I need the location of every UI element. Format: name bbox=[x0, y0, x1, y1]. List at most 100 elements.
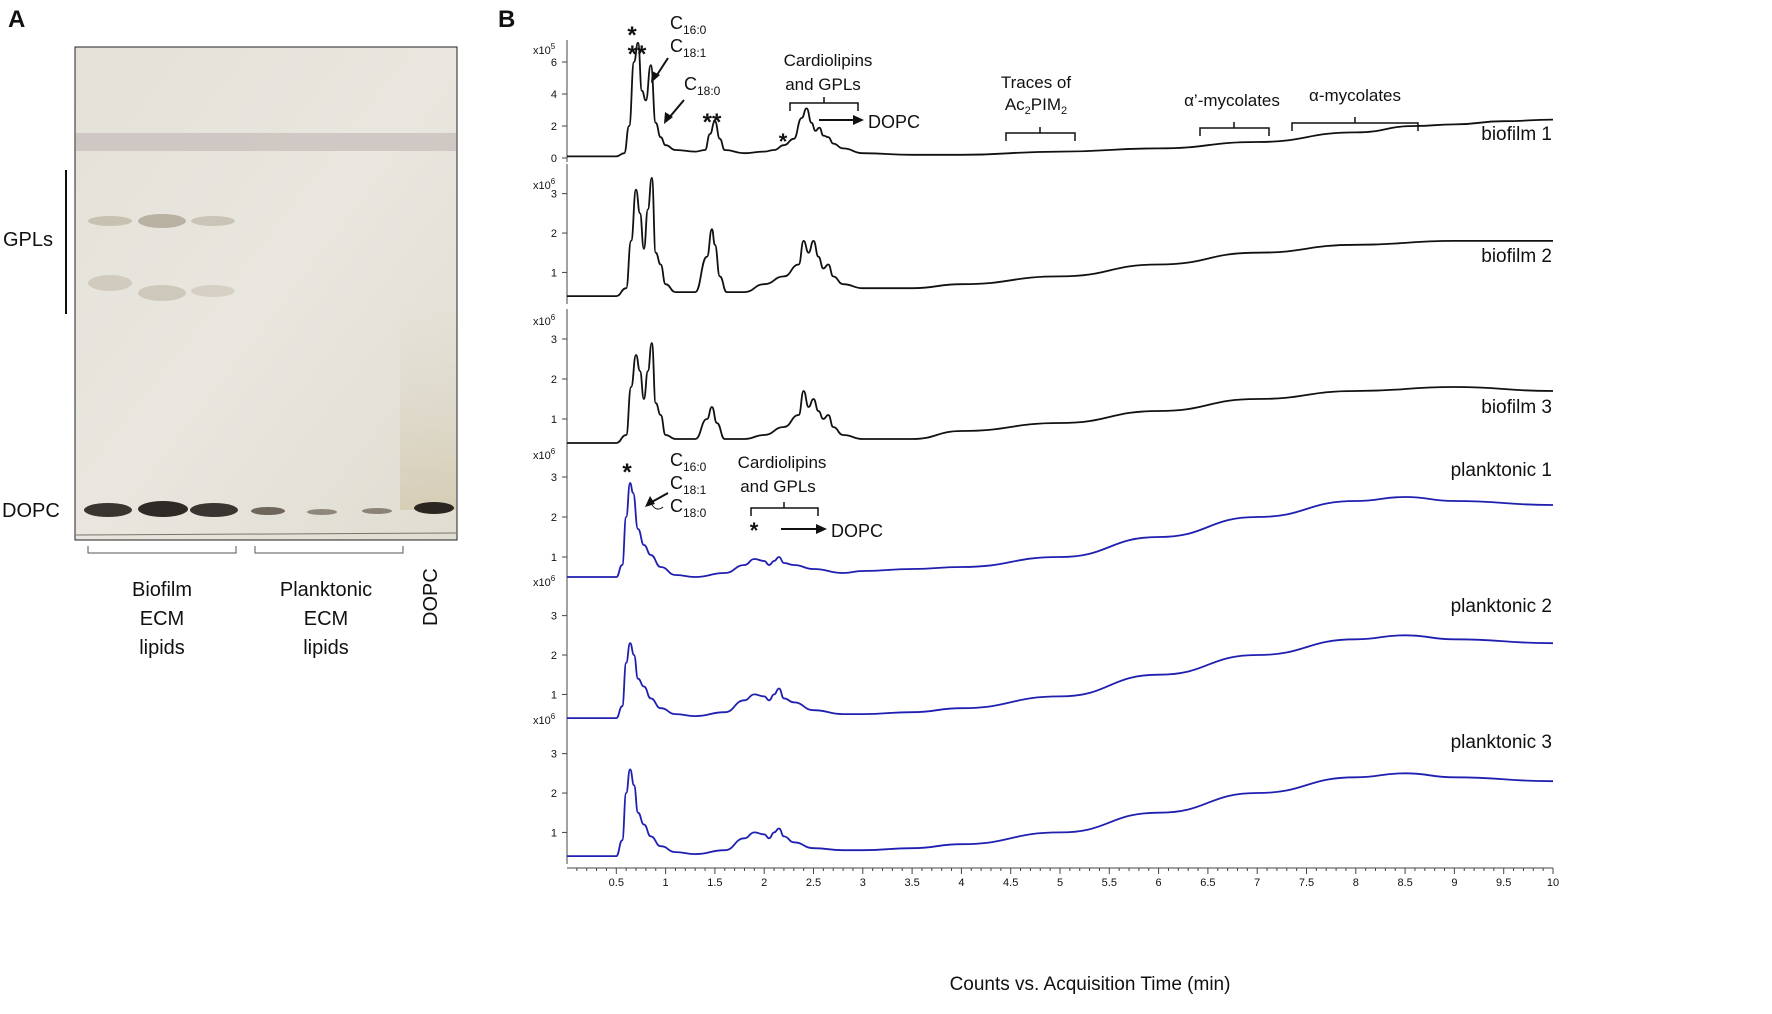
x-tick-label: 2.5 bbox=[806, 877, 821, 889]
y-tick-label: 2 bbox=[551, 374, 557, 386]
dopc-peak-label: DOPC bbox=[831, 521, 883, 541]
planktonic1-annotations: * * C16:0 C18:1 C18:0 Cardiolipins and G… bbox=[622, 450, 883, 543]
x-tick-label: 5 bbox=[1057, 877, 1063, 889]
gpl-spot bbox=[191, 216, 235, 226]
dopc-spot bbox=[190, 503, 238, 517]
gpl-spot bbox=[138, 285, 186, 301]
solvent-front bbox=[76, 133, 456, 151]
y-tick-label: 3 bbox=[551, 749, 557, 761]
y-tick-label: 2 bbox=[551, 512, 557, 524]
x-tick-label: 4.5 bbox=[1003, 877, 1018, 889]
series-line bbox=[567, 634, 1554, 720]
series-line bbox=[566, 177, 1553, 297]
lane-label-line: Biofilm bbox=[131, 579, 192, 601]
trace-panel: 1 2 3 x106 planktonic 1 bbox=[533, 447, 1554, 589]
trace-panel: 1 2 3 x106 planktonic 2 bbox=[533, 574, 1554, 726]
traces-label: Ac2PIM2 bbox=[1005, 95, 1067, 117]
dopc-peak-label: DOPC bbox=[868, 112, 920, 132]
series-line bbox=[567, 41, 1554, 158]
peak-star: * bbox=[779, 129, 788, 154]
c180-label: C18:0 bbox=[670, 496, 707, 520]
trace-panel: 1 2 3 x106 biofilm 3 bbox=[533, 309, 1554, 451]
x-tick-label: 5.5 bbox=[1102, 877, 1117, 889]
y-tick-label: 2 bbox=[551, 121, 557, 133]
range-bracket bbox=[750, 502, 819, 516]
y-scale-label: x106 bbox=[533, 313, 556, 328]
peak-star: * bbox=[750, 518, 759, 543]
y-tick-label: 6 bbox=[551, 57, 557, 69]
y-scale-label: x106 bbox=[533, 574, 556, 589]
x-tick-label: 10 bbox=[1547, 877, 1559, 889]
y-tick-label: 2 bbox=[551, 788, 557, 800]
x-tick-label: 6 bbox=[1156, 877, 1162, 889]
dopc-spot bbox=[362, 508, 392, 514]
x-tick-label: 6.5 bbox=[1200, 877, 1215, 889]
dopc-spot bbox=[138, 501, 188, 517]
dopc-spot bbox=[251, 507, 285, 515]
cardiolipins-label: and GPLs bbox=[785, 75, 861, 94]
lane-label-line: ECM bbox=[303, 608, 349, 630]
biofilm-lane-label: Biofilm ECM lipids bbox=[92, 576, 232, 663]
panel-b-label: B bbox=[498, 6, 516, 33]
dopc-spot bbox=[307, 509, 337, 515]
x-tick-label: 0.5 bbox=[609, 877, 624, 889]
planktonic-lane-bracket bbox=[254, 546, 404, 554]
y-tick-label: 4 bbox=[551, 89, 557, 101]
dopc-lane-glow bbox=[400, 300, 456, 510]
x-tick-label: 7 bbox=[1254, 877, 1260, 889]
series-label: biofilm 3 bbox=[1481, 397, 1552, 418]
x-tick-label: 1 bbox=[663, 877, 669, 889]
y-tick-label: 0 bbox=[551, 153, 557, 165]
series-line bbox=[567, 342, 1554, 444]
traces-label: Traces of bbox=[1001, 73, 1072, 92]
dopc-spot bbox=[414, 502, 454, 514]
x-tick-label: 3 bbox=[860, 877, 866, 889]
c181-label: C18:1 bbox=[670, 473, 707, 497]
y-tick-label: 1 bbox=[551, 689, 557, 701]
c180-label: C18:0 bbox=[684, 74, 721, 98]
series-label: planktonic 2 bbox=[1451, 596, 1552, 617]
series-label: planktonic 3 bbox=[1451, 732, 1552, 753]
x-tick-label: 9 bbox=[1451, 877, 1457, 889]
panel-a-label: A bbox=[8, 6, 26, 33]
lane-label-line: Planktonic bbox=[279, 579, 373, 601]
series-label: biofilm 2 bbox=[1481, 246, 1552, 267]
arrowhead bbox=[645, 496, 655, 507]
x-tick-label: 2 bbox=[761, 877, 767, 889]
alpha-mycolates-label: α-mycolates bbox=[1309, 86, 1401, 105]
dopc-label: DOPC bbox=[2, 500, 60, 522]
cardiolipins-label: Cardiolipins bbox=[738, 453, 827, 472]
gpl-spot bbox=[88, 275, 132, 291]
range-bracket bbox=[1291, 117, 1419, 131]
alpha-prime-mycolates-label: α’-mycolates bbox=[1184, 91, 1280, 110]
peak-star: ** bbox=[703, 109, 722, 136]
range-bracket bbox=[1005, 127, 1076, 141]
y-scale-label: x106 bbox=[533, 177, 556, 192]
range-bracket bbox=[789, 97, 859, 111]
x-tick-label: 9.5 bbox=[1496, 877, 1511, 889]
arrowhead bbox=[853, 115, 864, 125]
x-tick-label: 7.5 bbox=[1299, 877, 1314, 889]
origin-line bbox=[75, 532, 457, 536]
c16-label: C16:0 bbox=[670, 13, 707, 37]
y-tick-label: 1 bbox=[551, 414, 557, 426]
cardiolipins-label: and GPLs bbox=[740, 477, 816, 496]
arrowhead bbox=[816, 524, 827, 534]
c16-label: C16:0 bbox=[670, 450, 707, 474]
y-tick-label: 3 bbox=[551, 334, 557, 346]
x-tick-label: 1.5 bbox=[707, 877, 722, 889]
biofilm-lane-bracket bbox=[87, 546, 237, 554]
series-line bbox=[567, 768, 1554, 858]
series-line bbox=[567, 482, 1554, 578]
x-tick-label: 3.5 bbox=[904, 877, 919, 889]
annotation-leader bbox=[651, 504, 664, 510]
planktonic-lane-label: Planktonic ECM lipids bbox=[256, 576, 396, 663]
y-tick-label: 2 bbox=[551, 228, 557, 240]
gpl-spot bbox=[88, 216, 132, 226]
gpl-spot bbox=[191, 285, 235, 297]
x-tick-label: 8 bbox=[1353, 877, 1359, 889]
arrowhead bbox=[651, 71, 660, 83]
y-tick-label: 3 bbox=[551, 472, 557, 484]
x-tick-label: 4 bbox=[958, 877, 964, 889]
